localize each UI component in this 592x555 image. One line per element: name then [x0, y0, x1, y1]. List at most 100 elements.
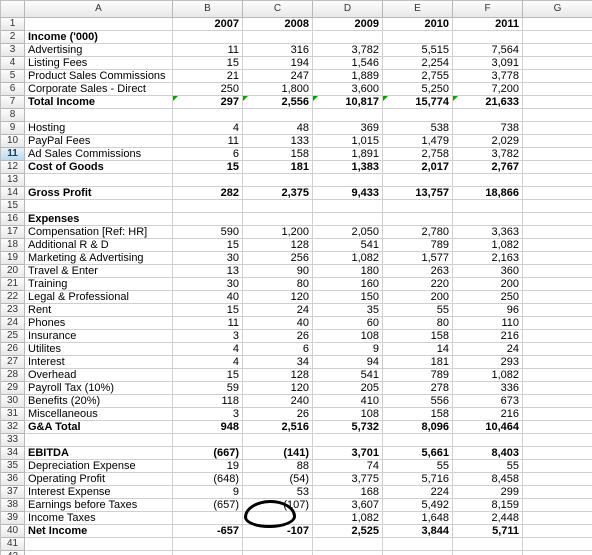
cell-d8[interactable]	[313, 109, 383, 122]
cell-b27[interactable]: 4	[173, 356, 243, 369]
cell-e16[interactable]	[383, 213, 453, 226]
cell-a3[interactable]: Advertising	[25, 44, 173, 57]
cell-a28[interactable]: Overhead	[25, 369, 173, 382]
cell-f13[interactable]	[453, 174, 523, 187]
cell-f19[interactable]: 2,163	[453, 252, 523, 265]
cell-c28[interactable]: 128	[243, 369, 313, 382]
cell-d34[interactable]: 3,701	[313, 447, 383, 460]
row-header-32[interactable]: 32	[1, 421, 25, 434]
row-header-30[interactable]: 30	[1, 395, 25, 408]
cell-a40[interactable]: Net Income	[25, 525, 173, 538]
cell-g40[interactable]	[523, 525, 592, 538]
cell-g17[interactable]	[523, 226, 592, 239]
cell-a15[interactable]	[25, 200, 173, 213]
cell-d5[interactable]: 1,889	[313, 70, 383, 83]
cell-e30[interactable]: 556	[383, 395, 453, 408]
select-all-corner[interactable]	[1, 1, 25, 18]
cell-e13[interactable]	[383, 174, 453, 187]
cell-b18[interactable]: 15	[173, 239, 243, 252]
cell-d36[interactable]: 3,775	[313, 473, 383, 486]
cell-f16[interactable]	[453, 213, 523, 226]
cell-b23[interactable]: 15	[173, 304, 243, 317]
cell-d35[interactable]: 74	[313, 460, 383, 473]
cell-a20[interactable]: Travel & Enter	[25, 265, 173, 278]
cell-f6[interactable]: 7,200	[453, 83, 523, 96]
row-header-4[interactable]: 4	[1, 57, 25, 70]
cell-a13[interactable]	[25, 174, 173, 187]
col-header-e[interactable]: E	[383, 1, 453, 18]
row-header-40[interactable]: 40	[1, 525, 25, 538]
cell-a5[interactable]: Product Sales Commissions	[25, 70, 173, 83]
cell-e8[interactable]	[383, 109, 453, 122]
cell-b21[interactable]: 30	[173, 278, 243, 291]
cell-e18[interactable]: 789	[383, 239, 453, 252]
row-header-25[interactable]: 25	[1, 330, 25, 343]
cell-a38[interactable]: Earnings before Taxes	[25, 499, 173, 512]
cell-f3[interactable]: 7,564	[453, 44, 523, 57]
cell-e3[interactable]: 5,515	[383, 44, 453, 57]
cell-d26[interactable]: 9	[313, 343, 383, 356]
cell-e38[interactable]: 5,492	[383, 499, 453, 512]
spreadsheet-grid[interactable]: ABCDEFG1200720082009201020112Income ('00…	[0, 0, 592, 555]
cell-g13[interactable]	[523, 174, 592, 187]
col-header-d[interactable]: D	[313, 1, 383, 18]
cell-f33[interactable]	[453, 434, 523, 447]
cell-b3[interactable]: 11	[173, 44, 243, 57]
row-header-37[interactable]: 37	[1, 486, 25, 499]
cell-c9[interactable]: 48	[243, 122, 313, 135]
cell-g37[interactable]	[523, 486, 592, 499]
col-header-g[interactable]: G	[523, 1, 592, 18]
cell-f30[interactable]: 673	[453, 395, 523, 408]
cell-b4[interactable]: 15	[173, 57, 243, 70]
cell-f18[interactable]: 1,082	[453, 239, 523, 252]
cell-d38[interactable]: 3,607	[313, 499, 383, 512]
cell-b12[interactable]: 15	[173, 161, 243, 174]
cell-a33[interactable]	[25, 434, 173, 447]
cell-g27[interactable]	[523, 356, 592, 369]
cell-a11[interactable]: Ad Sales Commissions	[25, 148, 173, 161]
cell-d40[interactable]: 2,525	[313, 525, 383, 538]
cell-b37[interactable]: 9	[173, 486, 243, 499]
row-header-27[interactable]: 27	[1, 356, 25, 369]
cell-g20[interactable]	[523, 265, 592, 278]
cell-g16[interactable]	[523, 213, 592, 226]
cell-c14[interactable]: 2,375	[243, 187, 313, 200]
cell-e11[interactable]: 2,758	[383, 148, 453, 161]
cell-d13[interactable]	[313, 174, 383, 187]
cell-e21[interactable]: 220	[383, 278, 453, 291]
cell-d42[interactable]	[313, 551, 383, 555]
cell-a8[interactable]	[25, 109, 173, 122]
cell-c27[interactable]: 34	[243, 356, 313, 369]
cell-b36[interactable]: (648)	[173, 473, 243, 486]
cell-g14[interactable]	[523, 187, 592, 200]
row-header-31[interactable]: 31	[1, 408, 25, 421]
cell-g41[interactable]	[523, 538, 592, 551]
cell-g8[interactable]	[523, 109, 592, 122]
cell-e4[interactable]: 2,254	[383, 57, 453, 70]
cell-b15[interactable]	[173, 200, 243, 213]
row-header-39[interactable]: 39	[1, 512, 25, 525]
cell-f1[interactable]: 2011	[453, 18, 523, 31]
cell-a19[interactable]: Marketing & Advertising	[25, 252, 173, 265]
cell-g9[interactable]	[523, 122, 592, 135]
cell-c11[interactable]: 158	[243, 148, 313, 161]
cell-a22[interactable]: Legal & Professional	[25, 291, 173, 304]
row-header-20[interactable]: 20	[1, 265, 25, 278]
cell-f9[interactable]: 738	[453, 122, 523, 135]
cell-b1[interactable]: 2007	[173, 18, 243, 31]
cell-f36[interactable]: 8,458	[453, 473, 523, 486]
cell-d18[interactable]: 541	[313, 239, 383, 252]
cell-d41[interactable]	[313, 538, 383, 551]
cell-b5[interactable]: 21	[173, 70, 243, 83]
cell-e6[interactable]: 5,250	[383, 83, 453, 96]
cell-d39[interactable]: 1,082	[313, 512, 383, 525]
cell-a27[interactable]: Interest	[25, 356, 173, 369]
cell-b30[interactable]: 118	[173, 395, 243, 408]
cell-f20[interactable]: 360	[453, 265, 523, 278]
cell-e22[interactable]: 200	[383, 291, 453, 304]
cell-d19[interactable]: 1,082	[313, 252, 383, 265]
cell-a39[interactable]: Income Taxes	[25, 512, 173, 525]
cell-b33[interactable]	[173, 434, 243, 447]
cell-f21[interactable]: 200	[453, 278, 523, 291]
row-header-15[interactable]: 15	[1, 200, 25, 213]
